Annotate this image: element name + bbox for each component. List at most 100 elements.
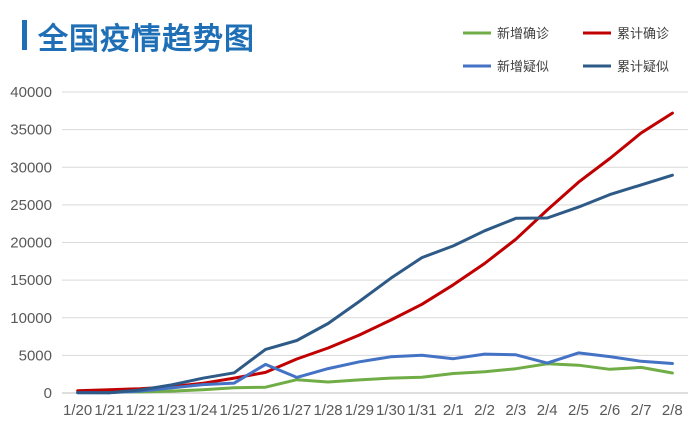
x-tick-label: 2/1 <box>443 402 464 419</box>
data-point <box>671 111 674 115</box>
data-point <box>639 366 643 369</box>
data-point <box>232 371 236 375</box>
data-point <box>170 386 173 390</box>
data-point <box>295 376 298 379</box>
series-line-1 <box>76 111 674 393</box>
data-point <box>326 380 330 384</box>
data-point <box>326 322 330 325</box>
data-point <box>608 157 611 160</box>
data-point <box>295 339 298 342</box>
data-point <box>326 346 330 350</box>
data-point <box>577 205 580 209</box>
x-tick-label: 2/2 <box>474 402 495 419</box>
series-line-0 <box>76 362 674 394</box>
chart-title: 全国疫情趋势图 <box>38 22 255 57</box>
data-point <box>545 361 549 365</box>
data-point <box>201 383 205 386</box>
data-point <box>514 353 518 357</box>
data-point <box>201 388 205 391</box>
data-point <box>420 303 424 306</box>
data-point <box>545 216 549 220</box>
data-point <box>295 357 298 361</box>
data-point <box>420 256 424 259</box>
series-line-2 <box>76 351 674 395</box>
x-tick-label: 1/31 <box>407 402 436 419</box>
data-point <box>170 389 173 393</box>
data-point <box>358 360 361 363</box>
y-tick-label: 20000 <box>10 235 52 252</box>
x-tick-label: 1/20 <box>63 402 92 419</box>
data-point <box>514 367 518 370</box>
y-tick-label: 40000 <box>10 84 52 101</box>
series-line-3 <box>76 173 674 395</box>
data-point <box>514 217 518 220</box>
data-point <box>639 183 643 187</box>
data-point <box>232 381 236 385</box>
data-point <box>201 377 205 380</box>
x-tick-label: 1/22 <box>126 402 155 419</box>
data-point <box>452 357 455 360</box>
x-tick-label: 2/4 <box>537 402 558 419</box>
x-tick-label: 2/6 <box>599 402 620 419</box>
x-tick-label: 1/26 <box>251 402 280 419</box>
data-point <box>232 376 236 380</box>
data-point <box>389 318 392 322</box>
data-point <box>264 363 267 366</box>
data-point <box>264 348 267 351</box>
data-point <box>514 238 518 241</box>
data-point <box>389 277 392 280</box>
y-tick-label: 0 <box>44 385 52 402</box>
x-tick-label: 1/23 <box>157 402 186 419</box>
data-point <box>608 368 611 371</box>
data-point <box>452 283 455 286</box>
data-point <box>671 362 674 365</box>
data-point <box>232 386 236 390</box>
legend-label: 新增确诊 <box>497 26 549 42</box>
data-point <box>358 378 361 382</box>
data-point <box>170 383 173 387</box>
data-point <box>295 378 298 381</box>
data-point <box>545 208 549 212</box>
data-point <box>264 386 267 389</box>
x-tick-label: 2/3 <box>505 402 526 419</box>
x-tick-label: 1/27 <box>282 402 311 419</box>
data-point <box>107 391 111 394</box>
data-point <box>483 229 486 232</box>
y-tick-label: 15000 <box>10 272 52 289</box>
x-tick-label: 1/24 <box>188 402 217 419</box>
data-point <box>358 300 361 303</box>
x-tick-label: 2/7 <box>631 402 652 419</box>
data-point <box>671 371 674 375</box>
data-point <box>264 371 267 374</box>
data-point <box>577 180 580 184</box>
x-tick-label: 1/30 <box>376 402 405 419</box>
legend-label: 累计疑似 <box>617 59 669 75</box>
data-point <box>639 360 643 363</box>
data-point <box>452 372 455 375</box>
data-point <box>483 262 486 265</box>
x-tick-label: 2/8 <box>662 402 683 419</box>
data-point <box>358 333 361 337</box>
data-point <box>483 370 486 373</box>
x-tick-label: 1/28 <box>313 402 342 419</box>
data-point <box>420 375 424 379</box>
data-point <box>452 244 455 248</box>
title-accent-bar <box>22 20 27 50</box>
x-tick-label: 1/29 <box>345 402 374 419</box>
data-point <box>483 352 486 356</box>
data-point <box>326 367 330 370</box>
data-point <box>608 193 611 196</box>
data-point <box>671 174 674 177</box>
x-tick-label: 1/25 <box>220 402 249 419</box>
data-point <box>139 388 142 392</box>
y-tick-label: 35000 <box>10 122 52 139</box>
data-point <box>76 391 79 394</box>
data-point <box>107 388 111 391</box>
legend-label: 新增疑似 <box>497 59 549 75</box>
data-point <box>389 355 392 358</box>
data-point <box>577 351 580 355</box>
y-tick-label: 10000 <box>10 310 52 327</box>
data-point <box>420 354 424 357</box>
data-point <box>608 355 611 358</box>
